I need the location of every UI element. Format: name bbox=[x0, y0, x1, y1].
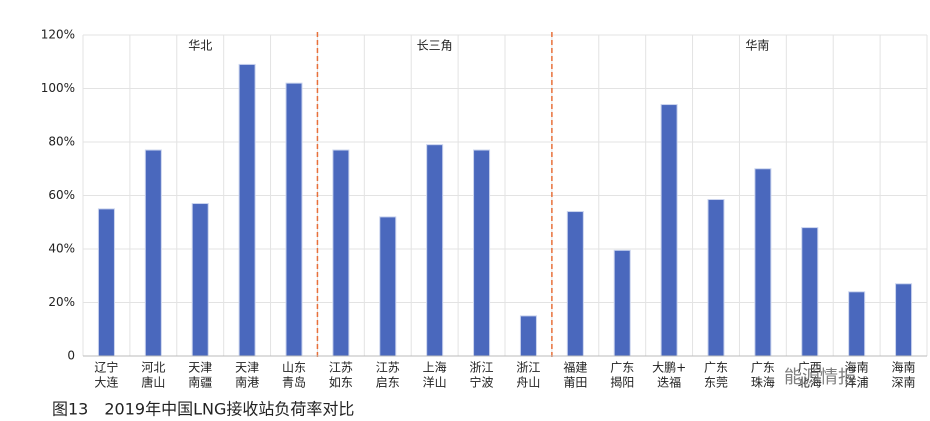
region-label: 长三角 bbox=[417, 39, 453, 53]
x-tick-label: 天津 bbox=[235, 361, 259, 375]
x-tick-label: 浙江 bbox=[516, 361, 540, 375]
bar bbox=[144, 149, 162, 357]
y-tick-label: 20% bbox=[48, 295, 75, 309]
bar bbox=[707, 199, 725, 357]
bar bbox=[285, 82, 303, 357]
x-tick-label: 福建 bbox=[563, 360, 587, 375]
x-tick-label: 舟山 bbox=[516, 376, 540, 390]
x-tick-label: 北海 bbox=[798, 375, 822, 390]
bar bbox=[519, 315, 537, 357]
x-tick-label: 海南 bbox=[892, 360, 916, 375]
x-tick-label: 宁波 bbox=[470, 375, 494, 390]
x-tick-label: 浙江 bbox=[470, 361, 494, 375]
bar bbox=[97, 208, 115, 357]
x-tick-label: 深南 bbox=[892, 375, 916, 390]
bar bbox=[660, 104, 678, 357]
x-tick-label: 青岛 bbox=[282, 375, 306, 390]
x-tick-label: 莆田 bbox=[563, 376, 587, 390]
bar bbox=[801, 227, 819, 357]
bar bbox=[895, 283, 913, 357]
x-tick-label: 大鹏+ bbox=[652, 361, 686, 375]
y-tick-label: 40% bbox=[48, 242, 75, 256]
watermark: 能源情报 bbox=[784, 367, 856, 388]
x-tick-label: 南港 bbox=[235, 375, 259, 390]
x-tick-label: 河北 bbox=[141, 361, 165, 375]
region-label: 华北 bbox=[188, 39, 212, 53]
bar bbox=[613, 249, 631, 357]
bar bbox=[848, 291, 866, 357]
x-tick-label: 启东 bbox=[376, 376, 400, 390]
x-tick-label: 广西 bbox=[798, 361, 822, 375]
bar bbox=[426, 144, 444, 357]
x-tick-label: 广东 bbox=[610, 361, 634, 375]
region-label: 华南 bbox=[745, 38, 769, 53]
x-tick-label: 大连 bbox=[94, 375, 118, 390]
x-tick-label: 山东 bbox=[282, 361, 306, 375]
x-tick-label: 揭阳 bbox=[610, 375, 634, 390]
y-tick-label: 100% bbox=[41, 81, 75, 95]
x-tick-label: 天津 bbox=[188, 361, 212, 375]
x-tick-label: 洋山 bbox=[423, 375, 447, 390]
x-tick-label: 南疆 bbox=[188, 375, 212, 390]
y-tick-label: 80% bbox=[48, 135, 75, 149]
x-tick-label: 广东 bbox=[751, 361, 775, 375]
bar bbox=[566, 211, 584, 357]
x-tick-label: 迭福 bbox=[657, 375, 681, 390]
bar bbox=[379, 216, 397, 357]
x-tick-label: 江苏 bbox=[376, 361, 400, 375]
x-tick-label: 唐山 bbox=[141, 375, 165, 390]
x-tick-label: 辽宁 bbox=[94, 360, 118, 375]
x-tick-label: 海南 bbox=[845, 360, 869, 375]
bar bbox=[754, 168, 772, 357]
y-tick-label: 120% bbox=[41, 28, 75, 42]
x-tick-label: 江苏 bbox=[329, 361, 353, 375]
x-tick-label: 上海 bbox=[423, 360, 447, 375]
x-tick-label: 东莞 bbox=[704, 376, 728, 390]
x-tick-label: 洋浦 bbox=[845, 375, 869, 390]
y-tick-label: 60% bbox=[48, 188, 75, 202]
bar bbox=[473, 149, 491, 357]
x-tick-label: 如东 bbox=[329, 375, 353, 390]
bar bbox=[238, 63, 256, 357]
y-tick-label: 0 bbox=[67, 349, 75, 363]
x-tick-label: 珠海 bbox=[751, 375, 775, 390]
bar bbox=[332, 149, 350, 357]
caption: 图13 2019年中国LNG接收站负荷率对比 bbox=[52, 400, 354, 419]
bar bbox=[191, 203, 209, 357]
x-tick-label: 广东 bbox=[704, 361, 728, 375]
